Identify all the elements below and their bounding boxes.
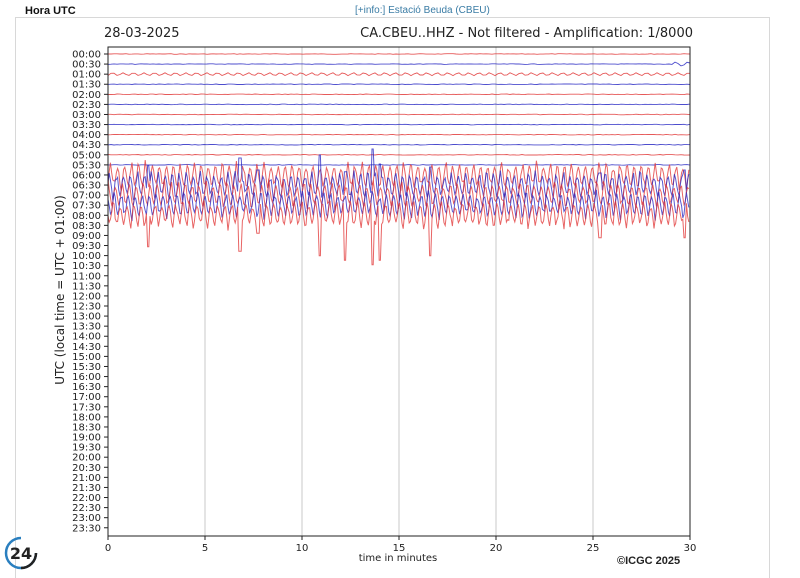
svg-text:10: 10 — [296, 543, 309, 554]
svg-text:30: 30 — [684, 543, 697, 554]
svg-text:17:30: 17:30 — [72, 402, 101, 413]
svg-text:11:30: 11:30 — [72, 281, 101, 292]
page-header: Hora UTC [+info:] Estació Beuda (CBEU) — [0, 0, 800, 20]
svg-text:08:00: 08:00 — [72, 211, 101, 222]
svg-text:21:30: 21:30 — [72, 483, 101, 494]
svg-text:08:30: 08:30 — [72, 221, 101, 232]
station-info-link[interactable]: [+info:] Estació Beuda (CBEU) — [355, 5, 490, 16]
copyright: ©ICGC 2025 — [617, 555, 681, 567]
svg-text:11:00: 11:00 — [72, 271, 101, 282]
svg-text:05:30: 05:30 — [72, 160, 101, 171]
svg-text:15: 15 — [393, 543, 406, 554]
svg-text:14:30: 14:30 — [72, 342, 101, 353]
badge-24-logo: 24 — [4, 536, 38, 570]
y-axis-label: UTC (local time = UTC + 01:00) — [53, 195, 67, 385]
svg-text:5: 5 — [202, 543, 208, 554]
svg-text:00:30: 00:30 — [72, 60, 101, 71]
svg-text:09:00: 09:00 — [72, 231, 101, 242]
svg-text:12:00: 12:00 — [72, 291, 101, 302]
x-axis-label: time in minutes — [358, 553, 438, 564]
svg-text:10:00: 10:00 — [72, 251, 101, 262]
svg-text:19:30: 19:30 — [72, 443, 101, 454]
plot-date: 28-03-2025 — [104, 26, 180, 41]
svg-text:15:00: 15:00 — [72, 352, 101, 363]
svg-text:12:30: 12:30 — [72, 302, 101, 313]
svg-text:20:30: 20:30 — [72, 463, 101, 474]
svg-text:10:30: 10:30 — [72, 261, 101, 272]
svg-text:13:30: 13:30 — [72, 322, 101, 333]
svg-text:24: 24 — [10, 544, 32, 563]
svg-text:01:30: 01:30 — [72, 80, 101, 91]
svg-text:05:00: 05:00 — [72, 150, 101, 161]
svg-text:03:00: 03:00 — [72, 110, 101, 121]
svg-text:0: 0 — [105, 543, 111, 554]
svg-text:17:00: 17:00 — [72, 392, 101, 403]
svg-text:09:30: 09:30 — [72, 241, 101, 252]
chart-frame — [15, 17, 770, 578]
svg-text:07:00: 07:00 — [72, 191, 101, 202]
svg-text:03:30: 03:30 — [72, 120, 101, 131]
svg-text:01:00: 01:00 — [72, 70, 101, 81]
hora-utc-label: Hora UTC — [25, 5, 76, 17]
svg-text:16:30: 16:30 — [72, 382, 101, 393]
svg-text:16:00: 16:00 — [72, 372, 101, 383]
svg-text:06:30: 06:30 — [72, 181, 101, 192]
svg-text:04:00: 04:00 — [72, 130, 101, 141]
svg-text:23:30: 23:30 — [72, 523, 101, 534]
svg-text:20:00: 20:00 — [72, 453, 101, 464]
svg-text:04:30: 04:30 — [72, 140, 101, 151]
svg-text:07:30: 07:30 — [72, 201, 101, 212]
svg-text:23:00: 23:00 — [72, 513, 101, 524]
svg-text:00:00: 00:00 — [72, 50, 101, 61]
svg-text:14:00: 14:00 — [72, 332, 101, 343]
svg-text:15:30: 15:30 — [72, 362, 101, 373]
svg-text:21:00: 21:00 — [72, 473, 101, 484]
svg-text:22:30: 22:30 — [72, 503, 101, 514]
svg-text:22:00: 22:00 — [72, 493, 101, 504]
svg-text:18:30: 18:30 — [72, 422, 101, 433]
plot-station-info: CA.CBEU..HHZ - Not filtered - Amplificat… — [360, 26, 693, 41]
svg-text:13:00: 13:00 — [72, 312, 101, 323]
svg-text:02:00: 02:00 — [72, 90, 101, 101]
svg-text:20: 20 — [490, 543, 503, 554]
svg-text:25: 25 — [587, 543, 600, 554]
svg-text:18:00: 18:00 — [72, 412, 101, 423]
svg-text:06:00: 06:00 — [72, 170, 101, 181]
svg-text:02:30: 02:30 — [72, 100, 101, 111]
svg-text:19:00: 19:00 — [72, 433, 101, 444]
